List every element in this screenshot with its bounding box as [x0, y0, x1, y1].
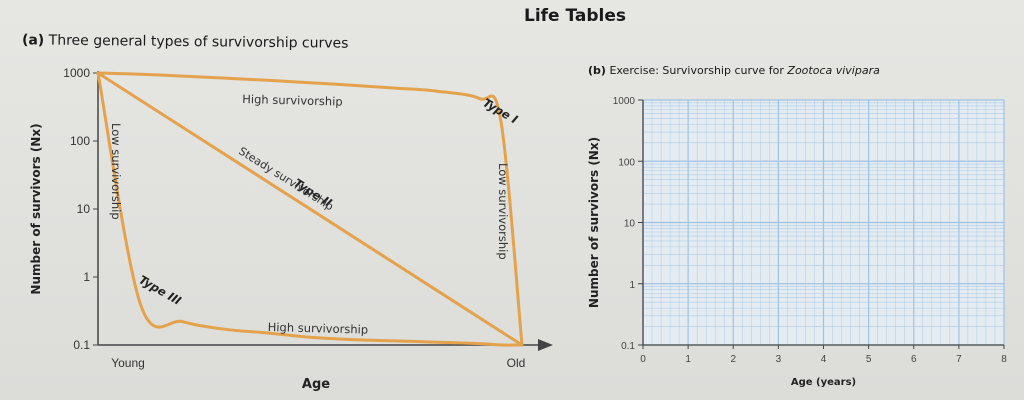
series-line-type-i	[96, 71, 524, 347]
x-tick-label-b: 7	[956, 354, 962, 365]
annotation-high-survivorship-bottom: High survivorship	[268, 320, 369, 337]
panel-b-title: (b) Exercise: Survivorship curve for Zoo…	[588, 64, 880, 77]
panel-b-title-prefix: Exercise: Survivorship curve for	[609, 64, 784, 77]
series-line-type-iii	[96, 71, 524, 347]
annotation-high-survivorship-top: High survivorship	[242, 92, 343, 109]
x-axis-label-a: Age	[302, 377, 330, 392]
x-tick-label-b: 5	[866, 354, 872, 365]
x-axis-label-b: Age (years)	[791, 377, 856, 388]
panel-b-title-species: Zootoca vivipara	[787, 64, 880, 77]
y-tick-label-b: 0.1	[621, 341, 635, 352]
y-axis-label-a: Number of survivors (Nx)	[29, 123, 43, 294]
y-tick-label-a: 0.1	[73, 338, 90, 352]
y-tick-label-b: 1000	[613, 96, 636, 107]
chart-b: 1000 100 10 1 0.1 0 1 2 3 4 5 6 7 8 Number of survivor…	[587, 96, 1007, 388]
annotation-low-survivorship-right: Low survivorship	[496, 163, 510, 260]
x-tick-label-b: 6	[911, 354, 917, 365]
x-tick-label-b: 3	[776, 354, 782, 365]
x-tick-label-b: 1	[685, 354, 691, 365]
series-line-type-ii	[96, 71, 524, 347]
x-tick-label-b: 8	[1001, 354, 1007, 365]
x-tick-label-a: Young	[111, 356, 145, 370]
annotation-low-survivorship-left: Low survivorship	[109, 123, 123, 220]
x-tick-label-a: Old	[507, 356, 526, 370]
y-tick-label-a: 1	[83, 270, 90, 284]
x-tick-label-b: 0	[640, 354, 646, 365]
annotation-steady-survivorship: Steady survivorship	[236, 145, 335, 214]
y-tick-label-a: 100	[70, 134, 90, 148]
y-tick-label-a: 1000	[63, 66, 90, 80]
y-axis-label-b: Number of survivors (Nx)	[587, 137, 601, 308]
y-tick-label-b: 1	[629, 280, 635, 291]
annotation-type-3: Type III	[137, 272, 185, 308]
x-tick-label-b: 2	[730, 354, 736, 365]
y-tick-label-a: 10	[77, 202, 91, 216]
y-tick-label-b: 100	[618, 157, 635, 168]
panel-b-label: (b)	[588, 64, 606, 77]
page-title: Life Tables	[523, 6, 627, 26]
y-tick-label-b: 10	[624, 219, 636, 230]
x-tick-label-b: 4	[821, 354, 827, 365]
chart-a: 1000 100 10 1 0.1 Young Old Number of survivors…	[29, 66, 553, 392]
